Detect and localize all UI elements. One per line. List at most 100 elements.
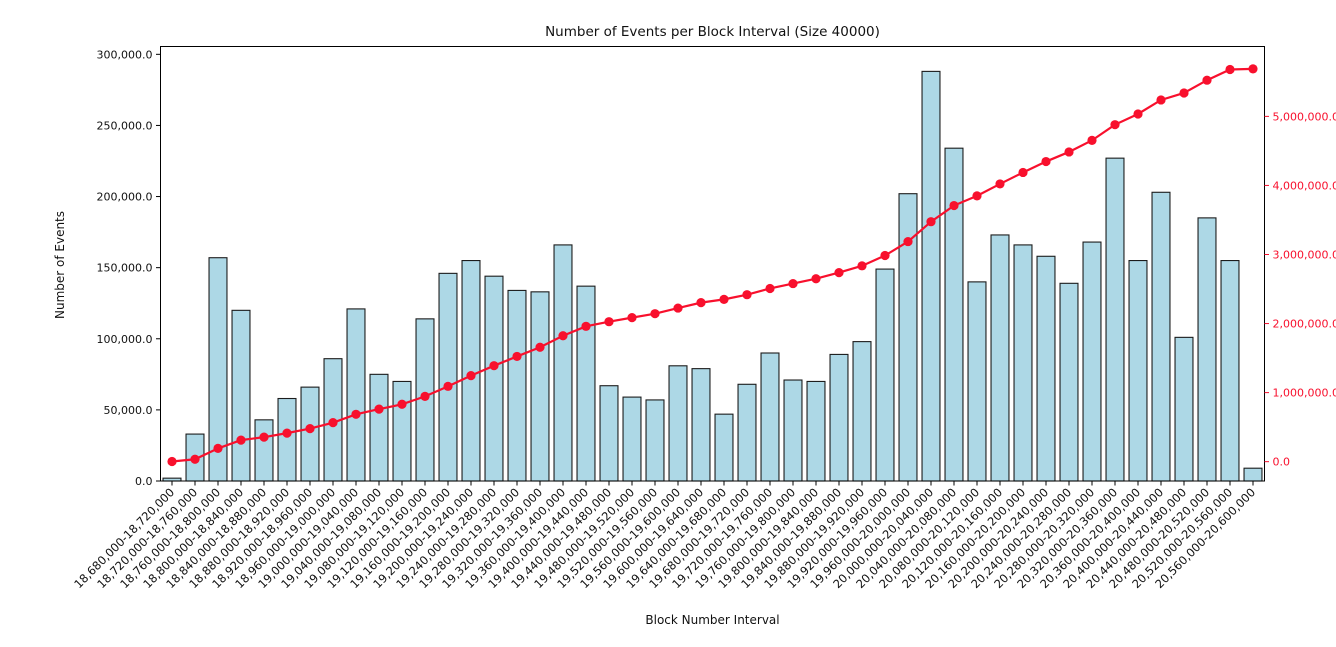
cumulative-marker-20,400,000-20,440,000 <box>1156 95 1165 104</box>
cumulative-marker-18,880,000-18,920,000 <box>282 429 291 438</box>
cumulative-marker-19,120,000-19,160,000 <box>420 392 429 401</box>
y-left-tick-label: 100,000.0 <box>97 333 153 346</box>
cumulative-marker-18,960,000-19,000,000 <box>328 418 337 427</box>
bar-20,040,000-20,080,000 <box>945 148 963 481</box>
cumulative-marker-19,240,000-19,280,000 <box>489 361 498 370</box>
cumulative-marker-18,680,000-18,720,000 <box>167 457 176 466</box>
bar-19,800,000-19,840,000 <box>807 381 825 481</box>
cumulative-marker-19,920,000-19,960,000 <box>880 251 889 260</box>
bar-18,920,000-18,960,000 <box>301 387 319 481</box>
cumulative-marker-19,960,000-20,000,000 <box>903 237 912 246</box>
cumulative-marker-19,160,000-19,200,000 <box>443 382 452 391</box>
bar-20,240,000-20,280,000 <box>1060 283 1078 481</box>
bar-19,480,000-19,520,000 <box>623 397 641 481</box>
cumulative-marker-20,280,000-20,320,000 <box>1087 136 1096 145</box>
cumulative-marker-20,160,000-20,200,000 <box>1018 168 1027 177</box>
bar-19,440,000-19,480,000 <box>600 386 618 481</box>
cumulative-marker-19,760,000-19,800,000 <box>788 279 797 288</box>
bar-18,880,000-18,920,000 <box>278 399 296 481</box>
cumulative-marker-19,080,000-19,120,000 <box>397 400 406 409</box>
bar-20,360,000-20,400,000 <box>1129 261 1147 481</box>
y-left-tick-label: 0.0 <box>135 475 153 488</box>
cumulative-marker-19,600,000-19,640,000 <box>696 298 705 307</box>
bar-20,000,000-20,040,000 <box>922 71 940 481</box>
y-left-tick-label: 50,000.0 <box>104 404 153 417</box>
cumulative-marker-19,800,000-19,840,000 <box>811 274 820 283</box>
bar-19,600,000-19,640,000 <box>692 369 710 481</box>
cumulative-marker-20,080,000-20,120,000 <box>972 191 981 200</box>
cumulative-marker-19,720,000-19,760,000 <box>765 284 774 293</box>
bar-19,080,000-19,120,000 <box>393 381 411 481</box>
y-right-tick-label: 2,000,000.0 <box>1273 318 1336 331</box>
y-axis-left: 0.050,000.0100,000.0150,000.0200,000.025… <box>97 48 161 488</box>
bar-19,840,000-19,880,000 <box>830 354 848 481</box>
cumulative-marker-19,560,000-19,600,000 <box>673 303 682 312</box>
y-axis-left-label: Number of Events <box>53 211 67 319</box>
bar-19,520,000-19,560,000 <box>646 400 664 481</box>
y-left-tick-label: 200,000.0 <box>97 191 153 204</box>
cumulative-marker-18,760,000-18,800,000 <box>213 444 222 453</box>
cumulative-marker-20,480,000-20,520,000 <box>1202 76 1211 85</box>
bar-20,200,000-20,240,000 <box>1037 256 1055 481</box>
y-right-tick-label: 1,000,000.0 <box>1273 387 1336 400</box>
bar-19,320,000-19,360,000 <box>531 292 549 481</box>
cumulative-marker-20,520,000-20,560,000 <box>1225 65 1234 74</box>
chart-svg: 0.050,000.0100,000.0150,000.0200,000.025… <box>40 16 1336 631</box>
bar-19,880,000-19,920,000 <box>853 342 871 481</box>
cumulative-marker-19,680,000-19,720,000 <box>742 290 751 299</box>
bar-18,800,000-18,840,000 <box>232 310 250 481</box>
cumulative-marker-18,800,000-18,840,000 <box>236 436 245 445</box>
bar-19,040,000-19,080,000 <box>370 374 388 481</box>
cumulative-marker-19,480,000-19,520,000 <box>627 313 636 322</box>
bar-20,120,000-20,160,000 <box>991 235 1009 481</box>
cumulative-marker-19,320,000-19,360,000 <box>535 343 544 352</box>
cumulative-marker-20,440,000-20,480,000 <box>1179 88 1188 97</box>
x-axis-label: Block Number Interval <box>645 613 779 627</box>
cumulative-marker-18,720,000-18,760,000 <box>190 455 199 464</box>
bar-19,640,000-19,680,000 <box>715 414 733 481</box>
y-right-tick-label: 5,000,000.0 <box>1273 110 1336 123</box>
bar-19,240,000-19,280,000 <box>485 276 503 481</box>
bar-19,720,000-19,760,000 <box>761 353 779 481</box>
cumulative-marker-19,440,000-19,480,000 <box>604 317 613 326</box>
bar-18,840,000-18,880,000 <box>255 420 273 481</box>
cumulative-marker-19,280,000-19,320,000 <box>512 352 521 361</box>
bar-20,280,000-20,320,000 <box>1083 242 1101 481</box>
cumulative-marker-20,120,000-20,160,000 <box>995 179 1004 188</box>
cumulative-marker-19,840,000-19,880,000 <box>834 268 843 277</box>
y-right-tick-label: 4,000,000.0 <box>1273 179 1336 192</box>
cumulative-marker-20,200,000-20,240,000 <box>1041 157 1050 166</box>
cumulative-marker-20,000,000-20,040,000 <box>926 217 935 226</box>
cumulative-marker-20,040,000-20,080,000 <box>949 201 958 210</box>
y-right-tick-label: 0.0 <box>1273 456 1291 469</box>
bar-20,160,000-20,200,000 <box>1014 245 1032 481</box>
cumulative-marker-19,400,000-19,440,000 <box>581 322 590 331</box>
y-axis-right: 0.01,000,000.02,000,000.03,000,000.04,00… <box>1265 110 1336 468</box>
bar-19,920,000-19,960,000 <box>876 269 894 481</box>
bar-19,400,000-19,440,000 <box>577 286 595 481</box>
bar-20,320,000-20,360,000 <box>1106 158 1124 481</box>
bar-19,360,000-19,400,000 <box>554 245 572 481</box>
bar-19,760,000-19,800,000 <box>784 380 802 481</box>
bar-19,000,000-19,040,000 <box>347 309 365 481</box>
cumulative-marker-19,040,000-19,080,000 <box>374 405 383 414</box>
bar-19,560,000-19,600,000 <box>669 366 687 481</box>
bars-group <box>163 71 1262 481</box>
bar-19,280,000-19,320,000 <box>508 290 526 481</box>
bar-20,560,000-20,600,000 <box>1244 468 1262 481</box>
chart-title: Number of Events per Block Interval (Siz… <box>545 24 880 40</box>
cumulative-marker-19,640,000-19,680,000 <box>719 295 728 304</box>
cumulative-marker-20,240,000-20,280,000 <box>1064 147 1073 156</box>
cumulative-marker-20,360,000-20,400,000 <box>1133 109 1142 118</box>
x-axis: 18,680,000-18,720,00018,720,000-18,760,0… <box>71 481 1258 591</box>
bar-20,080,000-20,120,000 <box>968 282 986 481</box>
cumulative-marker-19,360,000-19,400,000 <box>558 331 567 340</box>
bar-20,520,000-20,560,000 <box>1221 261 1239 481</box>
cumulative-marker-19,520,000-19,560,000 <box>650 309 659 318</box>
cumulative-marker-19,200,000-19,240,000 <box>466 371 475 380</box>
bar-19,160,000-19,200,000 <box>439 273 457 481</box>
bar-20,400,000-20,440,000 <box>1152 192 1170 481</box>
cumulative-marker-18,840,000-18,880,000 <box>259 433 268 442</box>
y-left-tick-label: 300,000.0 <box>97 48 153 61</box>
